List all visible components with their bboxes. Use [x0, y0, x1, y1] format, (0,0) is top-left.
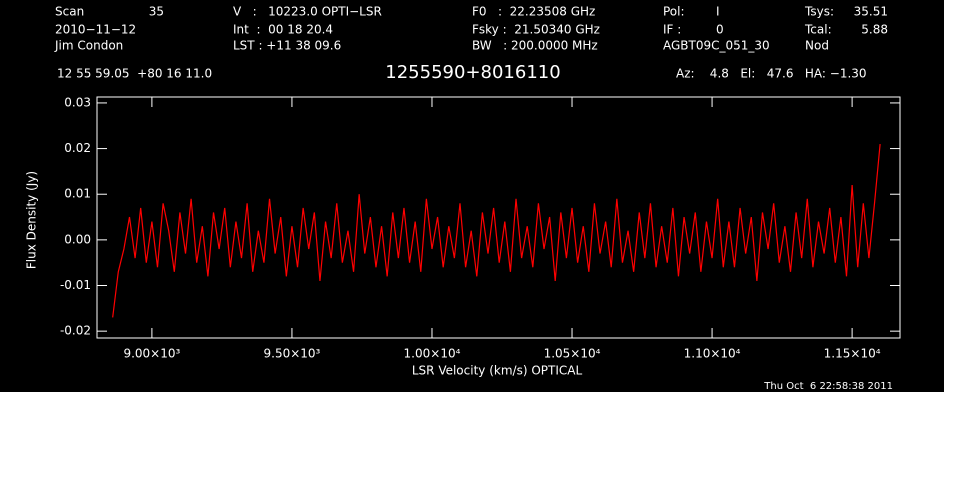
y-tick-label: -0.02: [60, 324, 91, 338]
header-text: 35: [149, 5, 164, 19]
header-text: 35.51: [854, 5, 888, 19]
header-text: Tsys:: [804, 5, 834, 19]
x-tick-label: 1.10×10⁴: [684, 347, 741, 361]
x-tick-label: 9.50×10³: [264, 347, 321, 361]
spectrum-line: [112, 143, 881, 318]
timestamp: Thu Oct 6 22:58:38 2011: [763, 381, 893, 392]
header-text: Scan: [55, 5, 84, 19]
y-tick-label: 0.01: [64, 187, 91, 201]
y-tick-label: -0.01: [60, 278, 91, 292]
chart-title: 1255590+8016110: [385, 62, 560, 83]
header-text: Tcal:: [804, 23, 832, 37]
header-text: BW : 200.0000 MHz: [472, 39, 598, 53]
header-text: Pol:: [663, 5, 685, 19]
header-text: 0: [716, 23, 724, 37]
header-text: LST : +11 38 09.6: [233, 39, 341, 53]
y-tick-label: 0.02: [64, 141, 91, 155]
header-text: 5.88: [861, 23, 888, 37]
background: [0, 0, 944, 392]
y-tick-label: 0.00: [64, 232, 91, 246]
x-tick-label: 1.05×10⁴: [544, 347, 601, 361]
y-tick-label: 0.03: [64, 95, 91, 109]
header-text: F0 : 22.23508 GHz: [472, 5, 595, 19]
x-tick-label: 1.00×10⁴: [404, 347, 461, 361]
header-text: Jim Condon: [54, 39, 123, 53]
header-text: I: [716, 5, 720, 19]
x-tick-label: 1.15×10⁴: [824, 347, 881, 361]
y-axis-label: Flux Density (Jy): [25, 171, 39, 269]
header-text: V : 10223.0 OPTI−LSR: [233, 5, 382, 19]
header-text: Nod: [805, 39, 829, 53]
header-text: 2010−11−12: [55, 23, 136, 37]
header-text: 12 55 59.05 +80 16 11.0: [57, 67, 212, 81]
header-text: Int : 00 18 20.4: [233, 23, 333, 37]
header-text: IF :: [663, 23, 681, 37]
header-text: Fsky : 21.50340 GHz: [472, 23, 600, 37]
x-tick-label: 9.00×10³: [123, 347, 180, 361]
header-text: AGBT09C_051_30: [663, 39, 770, 53]
header-text: Az: 4.8 El: 47.6 HA: −1.30: [676, 67, 867, 81]
plot-frame: [96, 96, 901, 339]
x-axis-label: LSR Velocity (km/s) OPTICAL: [412, 364, 583, 378]
